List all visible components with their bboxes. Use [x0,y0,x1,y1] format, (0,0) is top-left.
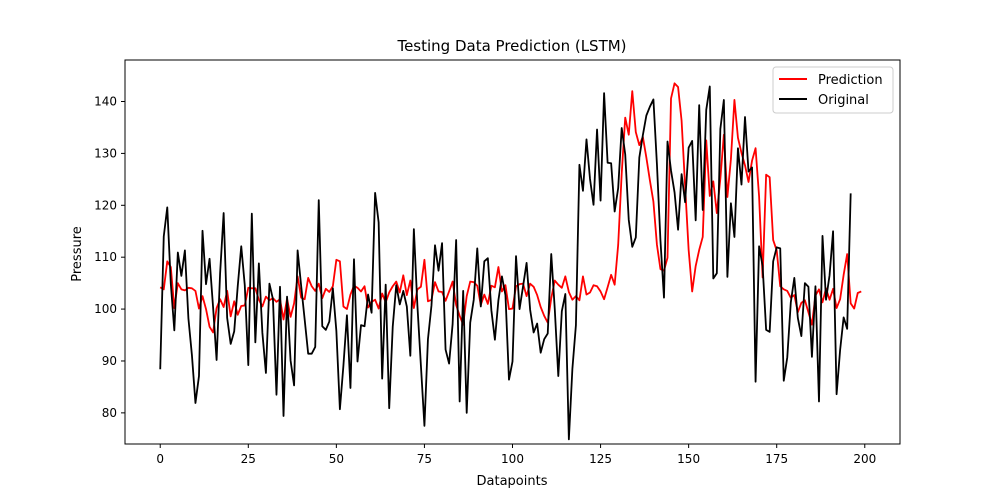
chart-title: Testing Data Prediction (LSTM) [396,37,626,55]
y-tick-label: 110 [94,250,117,264]
x-tick-label: 25 [241,452,256,466]
x-tick-label: 200 [853,452,876,466]
plot-area [124,59,901,445]
y-axis: 80 90 100 110 120 130 140 [94,95,125,420]
x-axis: 0 25 50 75 100 125 150 175 200 [156,444,876,466]
x-tick-label: 0 [156,452,164,466]
y-tick-label: 90 [102,354,117,368]
y-axis-label: Pressure [70,226,85,282]
series-line-prediction [159,82,862,334]
x-tick-label: 75 [417,452,432,466]
y-tick-label: 80 [102,406,117,420]
legend: Prediction Original [772,66,894,114]
x-tick-label: 125 [589,452,612,466]
y-tick-label: 120 [94,198,117,212]
series-line-original [159,85,852,441]
x-tick-label: 175 [765,452,788,466]
y-tick-label: 130 [94,146,117,160]
y-tick-label: 140 [94,95,117,109]
x-tick-label: 150 [677,452,700,466]
legend-label-prediction: Prediction [818,73,883,88]
legend-label-original: Original [818,93,869,108]
x-tick-label: 50 [329,452,344,466]
y-tick-label: 100 [94,302,117,316]
x-axis-label: Datapoints [477,474,548,489]
x-tick-label: 100 [501,452,524,466]
